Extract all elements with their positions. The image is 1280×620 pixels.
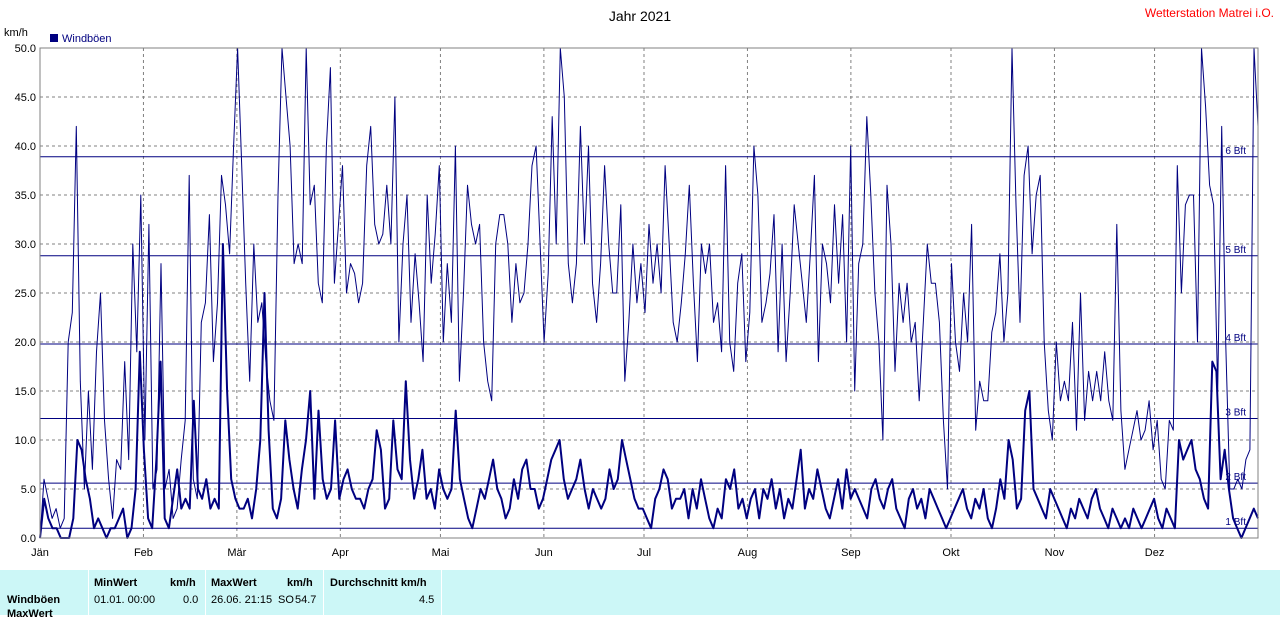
x-tick-label: Jän	[31, 547, 49, 559]
y-unit-label: km/h	[4, 27, 28, 39]
avg-value: 4.5	[419, 594, 435, 606]
y-axis: 0.0 5.0 10.0 15.0 20.0 25.0 30.0 35.0 40.0 45.0 50…	[15, 43, 36, 545]
x-tick-label: Feb	[134, 547, 153, 559]
series-line-avg	[39, 243, 1259, 539]
max-direction: SO	[278, 594, 294, 606]
x-tick-label: Aug	[738, 547, 758, 559]
y-tick-label: 5.0	[21, 484, 36, 496]
row-label-windboeen: Windböen	[7, 594, 61, 606]
plot-frame	[39, 47, 1259, 539]
x-axis: Jän Feb Mär Apr Mai Jun Jul Aug Sep Okt Nov Dez	[31, 547, 1164, 559]
series	[39, 47, 1259, 539]
chart-title: Jahr 2021	[609, 8, 671, 24]
chart: Jahr 2021 Wetterstation Matrei i.O. km/h…	[4, 6, 1274, 559]
y-tick-label: 50.0	[15, 43, 36, 55]
y-tick-label: 15.0	[15, 386, 36, 398]
legend-swatch	[50, 34, 58, 42]
min-header: MinWert	[94, 577, 138, 589]
max-header: MaxWert	[211, 577, 257, 589]
max-value: 54.7	[295, 594, 317, 606]
x-tick-label: Jun	[535, 547, 553, 559]
x-tick-label: Jul	[637, 547, 651, 559]
y-tick-label: 0.0	[21, 533, 36, 545]
series-line-max	[39, 47, 1259, 539]
station-name: Wetterstation Matrei i.O.	[1145, 6, 1274, 20]
min-unit: km/h	[170, 577, 196, 589]
y-tick-label: 20.0	[15, 337, 36, 349]
min-value: 0.0	[183, 594, 199, 606]
avg-header: Durchschnitt km/h	[330, 577, 427, 589]
x-tick-label: Mai	[432, 547, 450, 559]
max-unit: km/h	[287, 577, 313, 589]
beaufort-label: 6 Bft	[1225, 146, 1246, 157]
beaufort-label: 2 Bft	[1225, 472, 1246, 483]
beaufort-label: 4 Bft	[1225, 333, 1246, 344]
beaufort-label: 5 Bft	[1225, 245, 1246, 256]
max-time: 26.06. 21:15	[211, 594, 273, 606]
min-time: 01.01. 00:00	[94, 594, 156, 606]
x-tick-label: Mär	[227, 547, 246, 559]
x-tick-label: Sep	[841, 547, 861, 559]
x-tick-label: Okt	[942, 547, 959, 559]
y-tick-label: 25.0	[15, 288, 36, 300]
y-tick-label: 35.0	[15, 190, 36, 202]
y-tick-label: 10.0	[15, 435, 36, 447]
y-tick-label: 40.0	[15, 141, 36, 153]
y-tick-label: 30.0	[15, 239, 36, 251]
legend-label: Windböen	[62, 33, 112, 45]
x-tick-label: Apr	[332, 547, 349, 559]
y-tick-label: 45.0	[15, 92, 36, 104]
row-label-maxwert: MaxWert	[7, 608, 53, 620]
x-tick-label: Nov	[1045, 547, 1065, 559]
x-tick-label: Dez	[1145, 547, 1165, 559]
summary-panel: Windböen MaxWert MinWert km/h 01.01. 00:…	[0, 570, 1280, 620]
beaufort-label: 3 Bft	[1225, 407, 1246, 418]
